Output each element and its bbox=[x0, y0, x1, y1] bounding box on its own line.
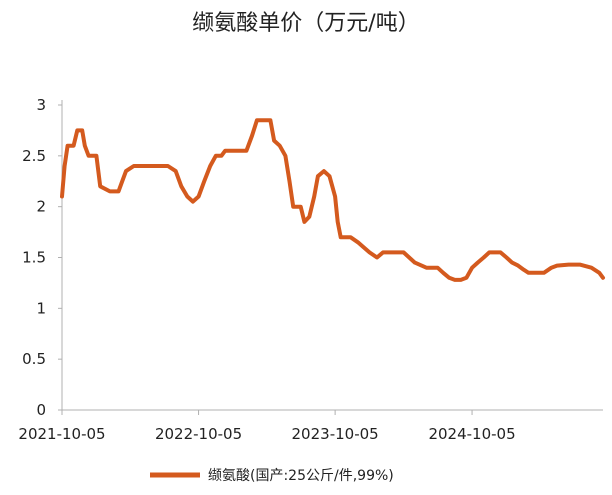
x-tick-label: 2021-10-05 bbox=[18, 425, 105, 443]
x-tick-label: 2023-10-05 bbox=[292, 425, 379, 443]
y-tick-label: 0 bbox=[36, 401, 46, 419]
chart-title: 缬氨酸单价（万元/吨） bbox=[192, 11, 419, 36]
x-tick-label: 2022-10-05 bbox=[155, 425, 242, 443]
series-line-0 bbox=[60, 118, 605, 282]
y-tick-label: 1.5 bbox=[22, 249, 46, 267]
x-tick-label: 2024-10-05 bbox=[428, 425, 515, 443]
y-tick-label: 0.5 bbox=[22, 350, 46, 368]
y-tick-label: 2.5 bbox=[22, 147, 46, 165]
series-layer bbox=[60, 118, 605, 282]
y-tick-label: 2 bbox=[36, 198, 46, 216]
y-tick-label: 1 bbox=[36, 299, 46, 317]
x-axis: 2021-10-05 2022-10-05 2023-10-05 2024-10-05 bbox=[18, 409, 603, 443]
y-axis: 0 0.5 1 1.5 2 2.5 3 bbox=[22, 96, 63, 419]
legend-label: 缬氨酸(国产:25公斤/件,99%) bbox=[208, 468, 394, 484]
legend: 缬氨酸(国产:25公斤/件,99%) bbox=[150, 468, 394, 484]
y-tick-label: 3 bbox=[36, 96, 46, 114]
